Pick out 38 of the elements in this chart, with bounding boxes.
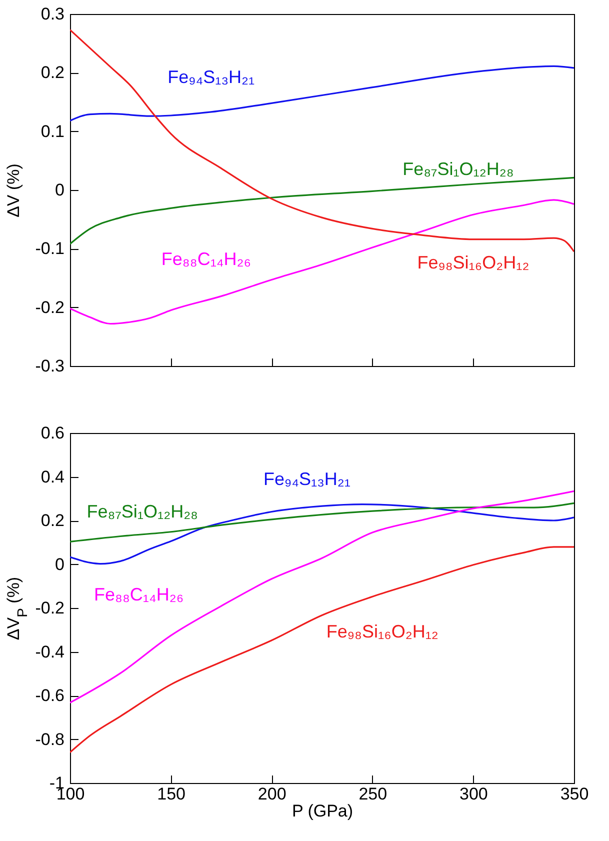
x-tick-label: 300 <box>460 784 488 804</box>
line-series <box>70 502 574 543</box>
y-tick-label: 0.6 <box>40 424 64 442</box>
y-tick-label: 0.4 <box>40 467 64 486</box>
y-tick-label: 0.2 <box>40 63 64 82</box>
series-label: Fe₉₈Si₁₆O₂H₁₂ <box>417 252 530 272</box>
line-series <box>70 546 574 754</box>
series-label: Fe₉₄S₁₃H₂₁ <box>264 469 350 490</box>
series-label: Fe₉₈Si₁₆O₂H₁₂ <box>326 622 438 642</box>
y-tick-label: 0 <box>55 180 64 200</box>
y-tick-label: -0.2 <box>35 598 64 618</box>
line-series <box>70 504 574 565</box>
y-tick-label: -0.4 <box>35 642 64 662</box>
y-tick-label: -0.8 <box>35 730 64 749</box>
series-label: Fe₈₈C₁₄H₂₆ <box>161 249 252 270</box>
line-series <box>70 490 574 704</box>
y-tick-label: 0 <box>55 554 64 574</box>
series-label: Fe₈₇Si₁O₁₂H₂₈ <box>402 159 514 180</box>
x-tick-label: 350 <box>560 784 589 804</box>
y-tick-label: -0.1 <box>35 239 64 258</box>
x-axis-title: P (GPa) <box>292 802 354 820</box>
series-label: Fe₈₇Si₁O₁₂H₂₈ <box>86 501 198 522</box>
line-series <box>70 176 574 245</box>
x-tick-label: 200 <box>258 784 286 804</box>
y-tick-label: -0.3 <box>35 356 64 376</box>
x-tick-label: 150 <box>157 784 186 804</box>
y-tick-label: -0.6 <box>35 686 64 705</box>
y-tick-label: 0.3 <box>40 4 64 24</box>
series-label: Fe₉₄S₁₃H₂₁ <box>168 66 255 87</box>
y-tick-label: -0.2 <box>35 298 64 317</box>
y-axis-title: ΔV (%) <box>4 164 24 218</box>
y-tick-label: 0.1 <box>40 122 64 141</box>
series-label: Fe₈₈C₁₄H₂₆ <box>94 584 184 605</box>
line-series <box>70 29 574 252</box>
x-tick-label: 250 <box>358 784 388 804</box>
line-series <box>70 199 574 325</box>
y-tick-label: 0.2 <box>40 511 64 530</box>
line-series <box>70 65 574 122</box>
